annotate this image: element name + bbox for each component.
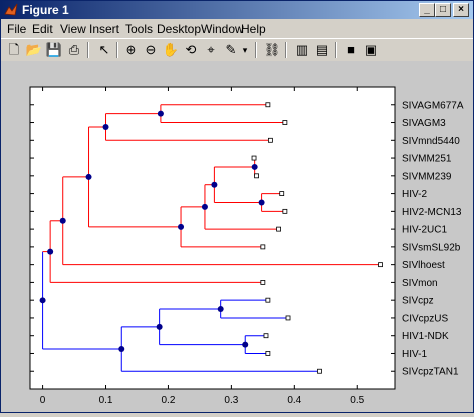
x-axis: 0 0.1 0.2 0.3 0.4 0.5 [30,87,395,406]
matlab-icon [4,3,18,16]
zoom-in-icon[interactable]: ⊕ [125,42,137,57]
insert-legend-icon[interactable]: ▤ [315,42,329,57]
node-marker [157,110,164,117]
leaf-label: SIVcpz [402,296,434,307]
leaf-marker [276,226,281,232]
node-marker [85,173,92,180]
node-marker [118,346,125,353]
leaf-labels: SIVAGM677A SIVAGM3 SIVmnd5440 SIVMM251 SIVMM… [402,100,464,377]
menu-file[interactable]: File [7,22,27,36]
rotate-3d-icon[interactable]: ⟲ [185,42,197,57]
leaf-label: SIVmnd5440 [402,136,460,147]
node-marker [258,199,265,206]
title-bar: Figure 1 _ □ × [1,1,473,19]
menu-desktop[interactable]: Desktop [157,22,202,36]
pan-hand-icon[interactable]: ✋ [162,42,180,57]
insert-colorbar-icon[interactable]: ▥ [295,42,309,57]
node-marker [201,203,208,210]
node-marker [156,323,163,330]
leaf-label: SIVAGM677A [402,100,464,111]
node-marker [59,217,66,224]
menu-view[interactable]: View [60,22,86,36]
leaf-marker [260,244,266,250]
leaf-marker [254,173,259,179]
node-marker [211,181,218,188]
link-plot-icon[interactable]: ⛓ [263,42,281,57]
minimize-button[interactable]: _ [419,3,435,17]
brush-icon[interactable]: ✎ [225,42,237,57]
node-marker [251,163,258,170]
edit-plot-arrow-icon[interactable]: ↖ [98,42,110,57]
leaf-marker [267,137,273,143]
print-icon[interactable]: ⎙ [68,42,80,57]
toolbar-separator [255,42,257,58]
leaf-label: HIV1-NDK [402,331,449,342]
close-button[interactable]: × [453,3,469,17]
leaf-label: HIV2-MCN13 [402,207,462,218]
show-plot-tools-icon[interactable]: ▣ [364,42,378,57]
toolbar-separator [87,42,89,58]
leaf-marker [317,368,322,374]
menu-tools[interactable]: Tools [125,22,154,36]
leaf-label: HIV-2UC1 [402,225,447,236]
data-cursor-icon[interactable]: ⌖ [207,42,215,57]
axes-box [29,86,396,390]
leaf-marker [265,351,271,356]
leaf-marker [260,280,266,285]
window-title: Figure 1 [22,3,69,17]
leaf-marker [378,262,383,268]
leaf-label: CIVcpzUS [402,313,448,324]
dendrogram-plot: 0 0.1 0.2 0.3 0.4 0.5 SIVAGM677A SIVAGM3 SIVmnd… [29,86,464,406]
leaf-marker [251,155,257,161]
toolbar-separator [335,42,337,58]
save-icon[interactable]: 💾 [45,42,63,57]
menu-edit[interactable]: Edit [32,22,53,36]
x-tick-label: 0.4 [287,395,301,406]
node-marker [178,223,185,230]
toolbar-separator [285,42,287,58]
x-tick-label: 0.3 [224,395,238,406]
toolbar: 🗋 📂 💾 ⎙ ↖ ⊕ ⊖ ✋ ⟲ ⌖ ✎ ▾ ⛓ ▥ ▤ ■ ▣ [1,38,473,62]
leaf-marker [282,120,288,125]
open-file-icon[interactable]: 📂 [25,42,43,57]
node-marker [102,123,109,130]
leaf-marker [282,208,288,214]
menu-help[interactable]: Help [241,22,266,36]
dendrogram-tree [39,102,383,374]
node-marker [217,306,224,313]
leaf-marker [285,315,291,321]
x-tick-label: 0.2 [161,395,175,406]
new-figure-icon[interactable]: 🗋 [8,42,20,57]
brush-dropdown-icon[interactable]: ▾ [242,45,248,55]
x-tick-label: 0 [40,395,46,406]
leaf-marker [279,191,285,196]
leaf-label: HIV-2 [402,189,427,200]
menu-bar: File Edit View Insert Tools Desktop Wind… [1,20,473,38]
node-marker [47,248,54,255]
menu-window[interactable]: Window [201,22,244,36]
leaf-label: SIVsmSL92b [402,242,461,253]
leaf-label: SIVcpzTAN1 [402,367,459,378]
leaf-label: SIVlhoest [402,260,445,271]
leaf-marker [265,102,271,108]
menu-insert[interactable]: Insert [89,22,120,36]
leaf-label: SIVAGM3 [402,118,446,129]
leaf-label: SIVmon [402,278,438,289]
x-tick-label: 0.1 [99,395,113,406]
leaf-label: SIVMM251 [402,154,452,165]
node-marker [242,341,249,348]
node-marker [39,297,46,304]
leaf-marker [265,297,271,303]
x-tick-label: 0.5 [350,395,364,406]
zoom-out-icon[interactable]: ⊖ [145,42,157,57]
maximize-button[interactable]: □ [435,3,451,17]
leaf-marker [263,333,269,339]
leaf-label: SIVMM239 [402,171,452,182]
toolbar-separator [116,42,118,58]
leaf-label: HIV-1 [402,349,427,360]
figure-canvas: 0 0.1 0.2 0.3 0.4 0.5 SIVAGM677A SIVAGM3 SIVmnd… [1,61,473,412]
hide-plot-tools-icon[interactable]: ■ [347,42,355,57]
